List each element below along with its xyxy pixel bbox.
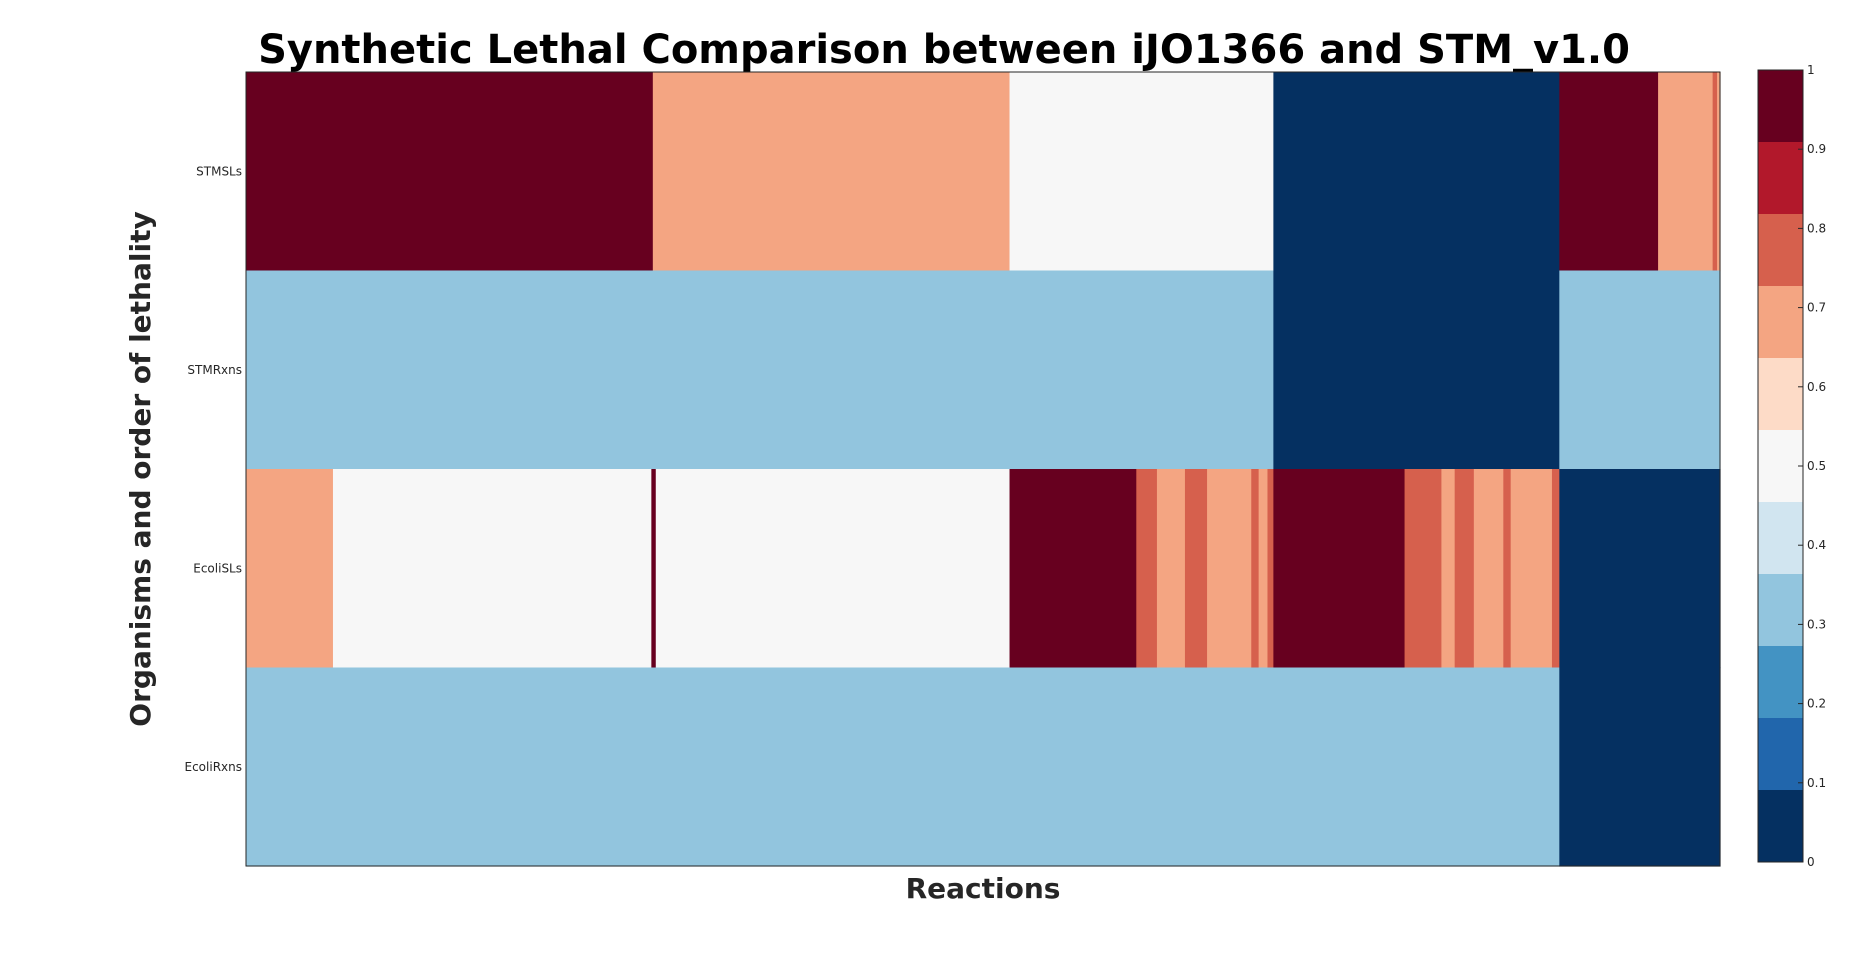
row-label-EcoliRxns: EcoliRxns [185, 760, 243, 774]
heatmap-cell-EcoliSLs-1 [332, 469, 652, 669]
heatmap-cell-STMSLs-2 [1009, 72, 1274, 272]
colorbar-band-4 [1758, 358, 1803, 431]
colorbar-band-2 [1758, 214, 1803, 287]
heatmap-cell-EcoliSLs-4 [1009, 469, 1137, 669]
colorbar-ticks: 0 0.1 0.2 0.3 0.4 0.5 0.6 0.7 0.8 0.9 1 [1798, 63, 1826, 869]
heatmap-cell-EcoliSLs-9 [1251, 469, 1260, 669]
colorbar-tick-label-3: 0.3 [1807, 617, 1826, 631]
heatmap-cell-EcoliSLs-6 [1156, 469, 1186, 669]
colorbar-tick-label-2: 0.2 [1807, 697, 1826, 711]
colorbar-band-3 [1758, 286, 1803, 359]
heatmap-cell-STMRxns-2 [1559, 270, 1721, 470]
row-label-STMRxns: STMRxns [187, 363, 242, 377]
colorbar-band-10 [1758, 790, 1803, 863]
heatmap-cell-EcoliSLs-19 [1551, 469, 1560, 669]
colorbar-band-5 [1758, 430, 1803, 503]
heatmap-cell-EcoliSLs-8 [1207, 469, 1252, 669]
colorbar-band-7 [1758, 574, 1803, 647]
heatmap-cell-EcoliSLs-20 [1559, 469, 1721, 669]
colorbar-tick-label-5: 0.5 [1807, 459, 1826, 473]
heatmap-cell-EcoliSLs-17 [1503, 469, 1512, 669]
colorbar-band-0 [1758, 70, 1803, 143]
y-axis-label: Organisms and order of lethality [124, 211, 157, 726]
colorbar-band-6 [1758, 502, 1803, 575]
colorbar-band-9 [1758, 718, 1803, 791]
colorbar-band-8 [1758, 646, 1803, 719]
colorbar-tick-label-9: 0.9 [1807, 142, 1826, 156]
heatmap-cell-EcoliSLs-7 [1184, 469, 1208, 669]
heatmap-cell-STMSLs-7 [1717, 72, 1721, 272]
row-tick-labels: STMSLs STMRxns EcoliSLs EcoliRxns [185, 164, 243, 774]
heatmap-cell-STMSLs-4 [1559, 72, 1659, 272]
colorbar-tick-label-1: 0.1 [1807, 776, 1826, 790]
heatmap-cell-EcoliSLs-13 [1404, 469, 1443, 669]
heatmap-cell-EcoliSLs-15 [1454, 469, 1475, 669]
heatmap-cell-STMSLs-6 [1712, 72, 1718, 272]
colorbar-tick-label-7: 0.7 [1807, 301, 1826, 315]
heatmap-frame [245, 71, 1721, 867]
x-axis-label: Reactions [906, 872, 1061, 905]
colorbar-tick-label-10: 1 [1807, 63, 1815, 77]
heatmap-cell-EcoliSLs-16 [1473, 469, 1504, 669]
heatmap-cell-STMSLs-1 [652, 72, 1011, 272]
colorbar [1757, 69, 1804, 863]
heatmap-cell-EcoliRxns-0 [246, 667, 1560, 867]
heatmap-cell-STMSLs-5 [1658, 72, 1714, 272]
heatmap-cell-EcoliSLs-11 [1267, 469, 1274, 669]
colorbar-tick-label-0: 0 [1807, 855, 1815, 869]
heatmap-cell-EcoliSLs-10 [1258, 469, 1269, 669]
heatmap-cell-EcoliSLs-12 [1273, 469, 1406, 669]
colorbar-tick-label-6: 0.6 [1807, 380, 1826, 394]
heatmap-cell-EcoliSLs-0 [246, 469, 334, 669]
colorbar-band-1 [1758, 142, 1803, 215]
row-label-STMSLs: STMSLs [196, 164, 242, 178]
heatmap-cells [246, 72, 1721, 867]
heatmap-cell-EcoliSLs-3 [655, 469, 1011, 669]
row-label-EcoliSLs: EcoliSLs [193, 561, 242, 575]
heatmap-cell-EcoliSLs-14 [1441, 469, 1456, 669]
heatmap-cell-EcoliSLs-2 [651, 469, 657, 669]
heatmap-cell-STMRxns-1 [1273, 270, 1560, 470]
heatmap-cell-EcoliSLs-18 [1510, 469, 1553, 669]
heatmap-cell-STMSLs-3 [1273, 72, 1560, 272]
heatmap-cell-EcoliSLs-5 [1136, 469, 1158, 669]
chart-title: Synthetic Lethal Comparison between iJO1… [258, 27, 1630, 73]
heatmap-cell-EcoliRxns-1 [1559, 667, 1721, 867]
heatmap-cell-STMSLs-0 [246, 72, 654, 272]
colorbar-tick-label-8: 0.8 [1807, 221, 1826, 235]
colorbar-tick-label-4: 0.4 [1807, 538, 1826, 552]
heatmap-cell-STMRxns-0 [246, 270, 1274, 470]
